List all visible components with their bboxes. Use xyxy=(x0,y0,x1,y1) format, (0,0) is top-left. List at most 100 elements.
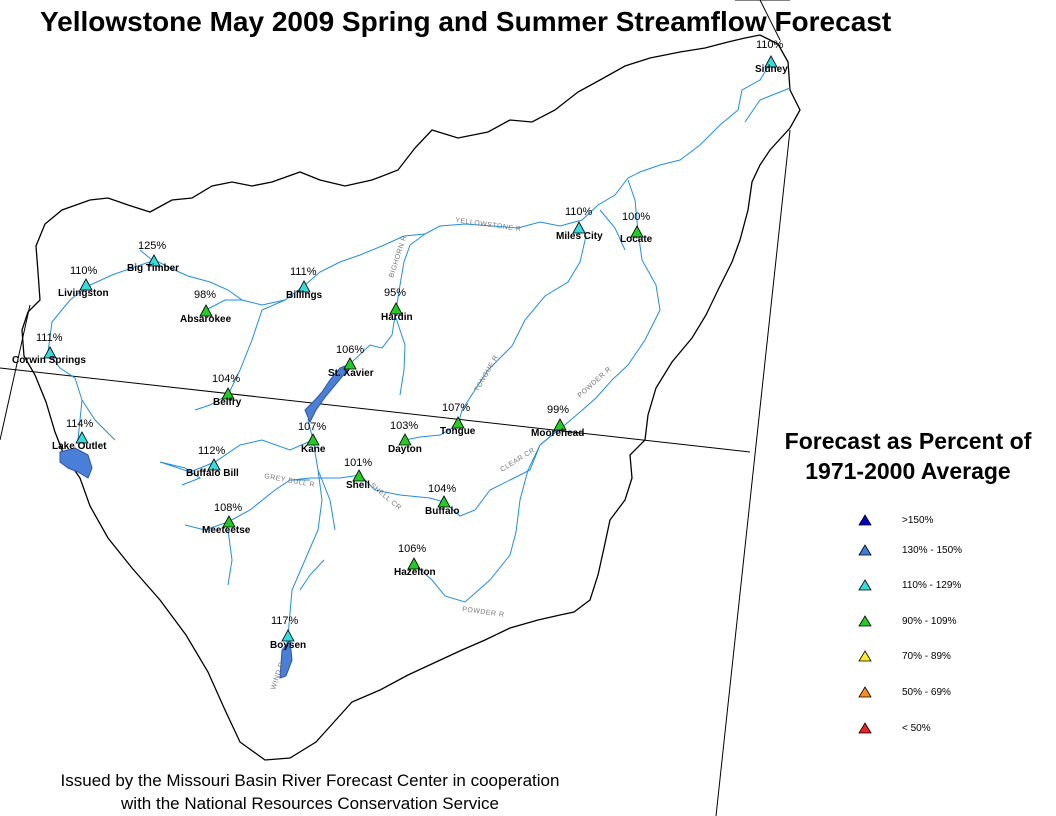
station-lake-outlet: 114% Lake Outlet xyxy=(52,418,107,452)
station-percent: 104% xyxy=(212,373,240,385)
river-label: POWDER R xyxy=(577,366,613,400)
station-percent: 100% xyxy=(622,211,650,223)
station-belfry: 104% Belfry xyxy=(212,373,242,408)
station-shell: 101% Shell xyxy=(344,457,372,491)
station-marker xyxy=(407,557,421,570)
station-miles-city: 110% Miles City xyxy=(556,206,603,242)
station-marker xyxy=(297,280,311,293)
station-marker xyxy=(553,418,567,431)
station-buffalo-bill: 112% Buffalo Bill xyxy=(186,445,239,479)
station-st-xavier: 106% St. Xavier xyxy=(328,344,374,379)
station-name: Tongue xyxy=(440,426,476,437)
triangle-icon xyxy=(858,544,872,556)
legend-item: < 50% xyxy=(858,720,931,736)
legend-label: 70% - 89% xyxy=(902,650,951,662)
legend-title-line2: 1971-2000 Average xyxy=(805,458,1011,484)
station-percent: 111% xyxy=(36,332,63,344)
station-percent: 107% xyxy=(442,402,470,414)
station-boysen: 117% Boysen xyxy=(270,615,306,651)
station-percent: 112% xyxy=(198,445,226,457)
station-marker xyxy=(147,254,161,267)
station-name: Buffalo Bill xyxy=(186,468,239,479)
station-name: Hazelton xyxy=(394,567,436,578)
station-sidney: 110% Sidney xyxy=(755,39,788,75)
river-label: TONGUE R xyxy=(474,354,500,393)
station-livingston: 110% Livingston xyxy=(58,265,109,299)
station-name: Absarokee xyxy=(180,314,232,325)
station-marker xyxy=(199,304,213,317)
map-title: Yellowstone May 2009 Spring and Summer S… xyxy=(40,6,892,37)
station-name: Big Timber xyxy=(127,263,179,274)
rivers xyxy=(47,61,791,676)
river-label: YELLOWSTONE R xyxy=(455,217,522,233)
station-meeteetse: 108% Meeteetse xyxy=(202,502,251,536)
triangle-icon xyxy=(858,722,872,734)
yellowstone-lake xyxy=(59,447,93,479)
triangle-icon xyxy=(858,514,872,526)
station-name: Moorehead xyxy=(531,428,584,439)
legend-label: 130% - 150% xyxy=(902,544,963,556)
station-percent: 114% xyxy=(66,418,94,430)
station-name: Hardin xyxy=(381,312,413,323)
station-marker xyxy=(451,416,465,429)
station-name: Dayton xyxy=(388,444,422,455)
station-buffalo: 104% Buffalo xyxy=(425,483,459,517)
station-marker xyxy=(343,357,357,370)
station-percent: 106% xyxy=(398,543,426,555)
station-percent: 98% xyxy=(194,289,216,301)
legend-label: 50% - 69% xyxy=(902,686,951,698)
station-percent: 110% xyxy=(70,265,98,277)
station-name: Miles City xyxy=(556,231,603,242)
station-corwin-springs: 111% Corwin Springs xyxy=(12,332,86,366)
station-percent: 110% xyxy=(756,39,784,51)
station-billings: 111% Billings xyxy=(286,266,323,301)
legend-title-line1: Forecast as Percent of xyxy=(784,428,1032,454)
station-name: Belfry xyxy=(213,397,242,408)
station-name: Meeteetse xyxy=(202,525,251,536)
station-marker xyxy=(572,221,586,234)
legend-label: 90% - 109% xyxy=(902,615,957,627)
station-percent: 125% xyxy=(138,240,166,252)
station-moorehead: 99% Moorehead xyxy=(531,404,584,439)
footer-note: Issued by the Missouri Basin River Forec… xyxy=(0,769,620,815)
legend-item: 130% - 150% xyxy=(858,542,962,558)
station-marker xyxy=(222,515,236,528)
basin-outline xyxy=(21,34,801,761)
station-name: Lake Outlet xyxy=(52,441,107,452)
station-marker xyxy=(306,433,320,446)
station-percent: 106% xyxy=(336,344,364,356)
legend-item: 70% - 89% xyxy=(858,648,951,664)
station-percent: 110% xyxy=(565,206,593,218)
station-percent: 103% xyxy=(390,420,418,432)
footer-line1: Issued by the Missouri Basin River Forec… xyxy=(60,771,560,790)
station-marker xyxy=(352,469,366,482)
river-label: CLEAR CR xyxy=(499,447,536,474)
station-name: Sidney xyxy=(755,64,788,75)
station-name: Buffalo xyxy=(425,506,459,517)
river-label: SHELL CR xyxy=(369,482,403,512)
state-boundaries xyxy=(0,0,791,816)
station-locate: 100% Locate xyxy=(620,211,653,245)
footer-line2: with the National Resources Conservation… xyxy=(121,794,499,813)
station-marker xyxy=(630,225,644,238)
station-percent: 111% xyxy=(290,266,317,278)
river-label: POWDER R xyxy=(462,606,505,619)
legend-item: 50% - 69% xyxy=(858,684,951,700)
station-marker xyxy=(398,433,412,446)
station-hardin: 95% Hardin xyxy=(381,287,413,323)
station-marker xyxy=(79,278,93,291)
station-name: Corwin Springs xyxy=(12,355,86,366)
station-marker xyxy=(75,431,89,444)
station-marker xyxy=(43,346,57,359)
station-kane: 107% Kane xyxy=(298,421,326,455)
station-dayton: 103% Dayton xyxy=(388,420,422,455)
legend-item: 110% - 129% xyxy=(858,577,961,593)
legend-label: < 50% xyxy=(902,722,931,734)
station-name: Billings xyxy=(286,290,323,301)
station-percent: 104% xyxy=(428,483,456,495)
reservoirs xyxy=(59,363,352,679)
station-marker xyxy=(764,55,778,68)
river-label: GREY BULL R xyxy=(264,473,316,489)
legend-label: 110% - 129% xyxy=(902,579,962,591)
